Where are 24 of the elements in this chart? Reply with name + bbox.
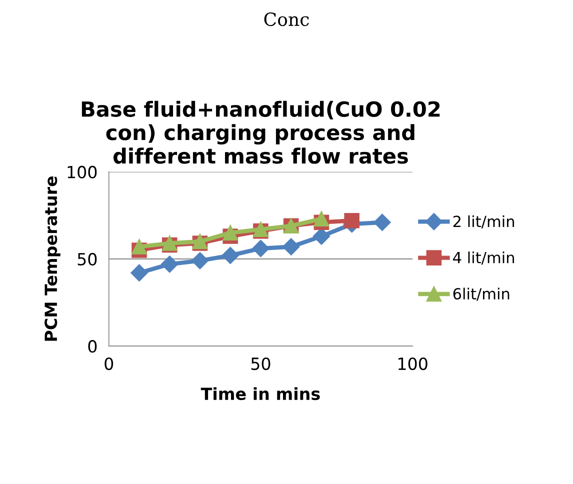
point: [252, 240, 270, 258]
legend-label: 2 lit/min: [453, 215, 514, 228]
x-axis-title: Time in mins: [200, 387, 320, 400]
point: [314, 211, 330, 227]
x-tick-label: 100: [398, 357, 428, 370]
text: Conc: [264, 12, 309, 26]
point: [191, 252, 209, 270]
y-axis-title: PCM Temperature: [44, 176, 60, 341]
point: [222, 246, 239, 264]
y-tick-label: 0: [88, 340, 97, 353]
point: [374, 214, 391, 231]
legend-label: 4 lit/min: [453, 252, 514, 265]
y-tick-label: 50: [78, 252, 97, 266]
point: [344, 212, 360, 228]
point: [161, 256, 178, 273]
legend-label: 6lit/min: [453, 288, 510, 301]
x-tick-label: 0: [104, 357, 114, 370]
y-tick-label: 100: [68, 166, 97, 178]
point: [222, 225, 238, 240]
chart-title: Base fluid+nanofluid(CuO 0.02 con) charging process and different mass flow rates: [82, 100, 440, 164]
point: [132, 239, 147, 254]
point: [282, 238, 300, 256]
point: [130, 264, 148, 282]
x-tick-label: 50: [251, 357, 270, 370]
